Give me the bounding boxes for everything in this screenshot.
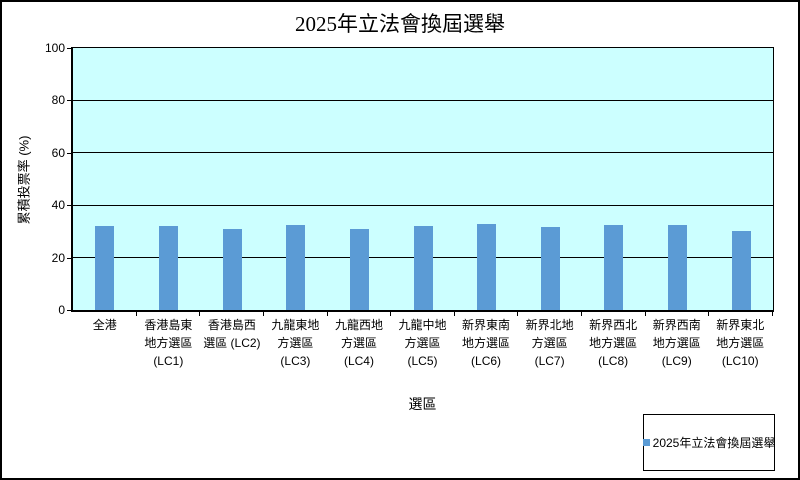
x-axis-category-labels: 全港 香港島東 地方選區 (LC1) 香港島西 選區 (LC2) 九龍東地 方選區 (LC3) 九…	[73, 316, 772, 370]
y-tick-label-60: 60	[51, 145, 65, 160]
bar-9	[668, 224, 688, 310]
bar-6	[477, 224, 497, 310]
bar-1	[158, 225, 178, 310]
x-tick-mark-1	[135, 312, 137, 316]
y-tick-label-40: 40	[51, 198, 65, 213]
y-tick-mark-20	[67, 257, 71, 259]
bar-5	[413, 226, 433, 310]
x-category-label-4: 九龍西地 方選區 (LC4)	[334, 318, 383, 368]
y-tick-mark-0	[67, 310, 71, 311]
bar-7	[540, 227, 560, 310]
bar-8	[604, 224, 624, 310]
plot-area	[71, 47, 774, 312]
x-tick-mark-8	[581, 312, 583, 316]
gridline-60	[73, 152, 773, 154]
legend-series-label: 2025年立法會換屆選舉	[652, 436, 776, 450]
x-category-label-3: 九龍東地 方選區 (LC3)	[271, 318, 320, 368]
bar-10	[731, 230, 751, 310]
y-tick-mark-100	[67, 48, 71, 49]
bar-0	[95, 226, 115, 310]
x-tick-mark-6	[453, 312, 455, 316]
x-tick-mark-9	[644, 312, 646, 316]
x-tick-mark-11	[772, 312, 773, 316]
x-category-label-8: 新界西北 地方選區 (LC8)	[589, 318, 638, 368]
bar-2	[222, 228, 242, 310]
chart-title: 2025年立法會換屆選舉	[295, 12, 505, 36]
legend: 2025年立法會換屆選舉	[642, 414, 776, 471]
y-tick-label-80: 80	[51, 93, 65, 108]
x-tick-mark-7	[517, 312, 519, 316]
gridline-40	[73, 204, 773, 206]
legend-series-marker-icon	[642, 439, 650, 446]
y-tick-mark-40	[67, 205, 71, 207]
y-tick-mark-80	[67, 100, 71, 102]
y-tick-label-20: 20	[51, 250, 65, 265]
x-tick-mark-2	[199, 312, 201, 316]
x-tick-mark-5	[390, 312, 392, 316]
x-category-label-2: 香港島西 選區 (LC2)	[203, 318, 261, 350]
y-tick-label-0: 0	[58, 303, 65, 317]
y-tick-label-100: 100	[44, 41, 65, 55]
x-tick-mark-3	[262, 312, 264, 316]
gridline-80	[73, 99, 773, 101]
x-tick-mark-4	[326, 312, 328, 316]
x-category-label-1: 香港島東 地方選區 (LC1)	[144, 318, 193, 368]
x-category-label-7: 新界北地 方選區 (LC7)	[525, 318, 574, 368]
x-category-label-10: 新界東北 地方選區 (LC10)	[716, 318, 765, 368]
y-tick-mark-60	[67, 152, 71, 154]
x-tick-mark-10	[708, 312, 710, 316]
x-category-label-0: 全港	[92, 318, 117, 332]
x-category-label-5: 九龍中地 方選區 (LC5)	[398, 318, 447, 368]
x-category-label-9: 新界西南 地方選區 (LC9)	[652, 318, 701, 368]
bar-4	[349, 228, 369, 310]
bar-3	[286, 224, 306, 310]
x-axis-title: 選區	[408, 396, 437, 412]
x-category-label-6: 新界東南 地方選區 (LC6)	[462, 318, 511, 368]
